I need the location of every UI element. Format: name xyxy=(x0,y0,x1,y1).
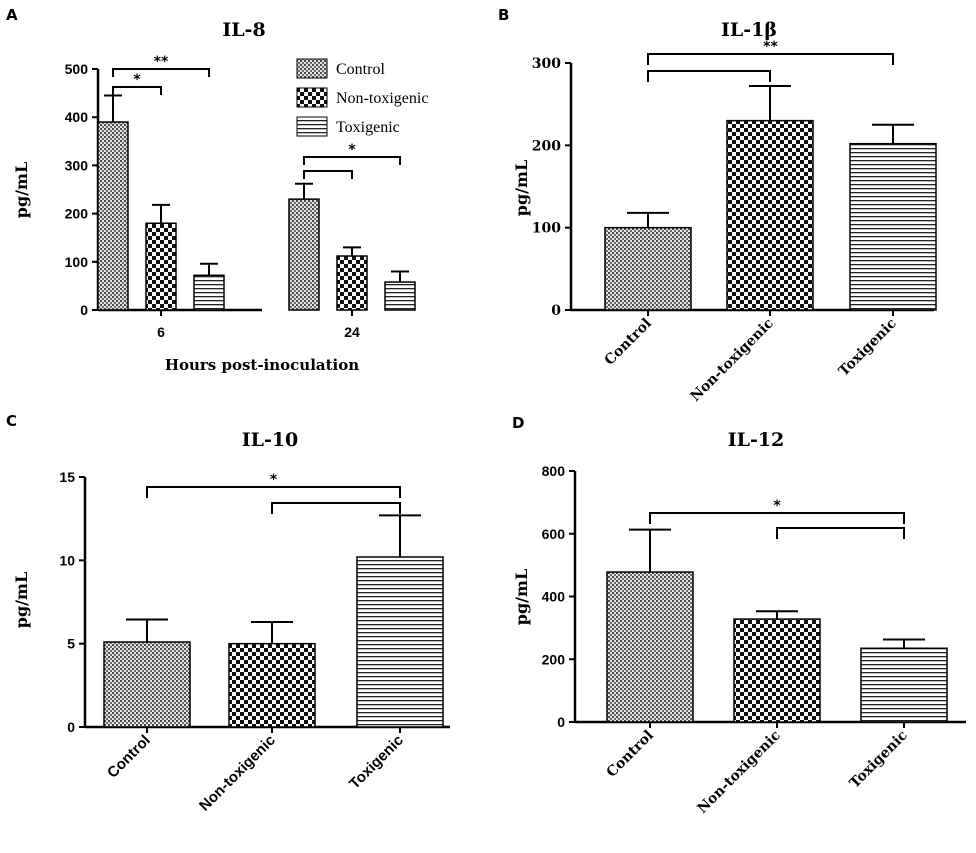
x-tick-label-a-6: 6 xyxy=(157,324,165,340)
legend-swatch-control xyxy=(296,58,328,79)
legend-label-toxigenic: Toxigenic xyxy=(336,119,400,136)
y-tick-label-a-300: 300 xyxy=(65,157,89,173)
y-tick-label-d-800: 800 xyxy=(542,463,566,479)
bar-c-toxigenic xyxy=(356,556,444,728)
x-tick-label-b-non-toxigenic: Non-toxigenic xyxy=(688,316,777,405)
chart-title-a: IL-8 xyxy=(222,19,265,41)
chart-d-marks: 0 200 400 600 800 Control Non-toxigenic Toxigen… xyxy=(542,463,966,817)
chart-c-marks: 0 5 10 15 Control Non-toxigenic Toxigenic * xyxy=(59,469,450,815)
panel-label-a: A xyxy=(6,6,18,24)
x-tick-label-c-non-toxigenic: Non-toxigenic xyxy=(196,732,279,815)
y-axis-label-b: pg/mL xyxy=(512,160,531,216)
significance-bracket-a-2 xyxy=(303,170,353,179)
y-tick-label-a-200: 200 xyxy=(65,206,89,222)
chart-title-d: IL-12 xyxy=(728,429,785,451)
y-tick-label-d-200: 200 xyxy=(542,651,566,667)
bar-a-6-control xyxy=(97,121,129,311)
bar-b-non-toxigenic xyxy=(726,119,814,311)
legend-label-nontoxigenic: Non-toxigenic xyxy=(336,90,428,107)
bar-b-control xyxy=(604,226,692,311)
significance-bracket-c-0 xyxy=(146,486,401,498)
bar-d-control xyxy=(606,571,694,723)
y-tick-label-a-500: 500 xyxy=(65,61,89,77)
bar-a-24-control xyxy=(288,198,320,311)
y-tick-label-d-400: 400 xyxy=(542,589,566,605)
bar-a-6-non-toxigenic xyxy=(145,222,177,311)
y-axis-label-d: pg/mL xyxy=(512,569,531,625)
significance-label-d-0: * xyxy=(773,498,781,514)
y-tick-label-d-0: 0 xyxy=(557,714,565,730)
significance-bracket-b-1 xyxy=(647,53,894,65)
x-tick-label-a-24: 24 xyxy=(344,324,360,340)
panel-label-c: C xyxy=(6,412,17,430)
significance-bracket-d-1 xyxy=(776,527,905,539)
significance-label-b-1: ** xyxy=(763,39,778,55)
chart-title-b: IL-1β xyxy=(721,19,777,41)
panel-label-d: D xyxy=(512,414,524,432)
y-axis-label-c: pg/mL xyxy=(12,572,31,628)
x-tick-label-d-toxigenic: Toxigenic xyxy=(847,728,911,792)
significance-label-a-3: * xyxy=(348,142,356,158)
y-tick-label-c-15: 15 xyxy=(59,469,75,485)
y-tick-label-d-600: 600 xyxy=(542,526,566,542)
y-tick-label-b-200: 200 xyxy=(532,138,561,154)
x-tick-label-c-control: Control xyxy=(104,732,154,782)
x-tick-label-d-non-toxigenic: Non-toxigenic xyxy=(695,728,784,817)
bar-c-control xyxy=(103,641,191,728)
significance-bracket-a-0 xyxy=(112,86,162,95)
significance-bracket-b-0 xyxy=(647,70,771,82)
chart-b-marks: 0 100 200 300 Control Non-toxigenic Toxigenic *… xyxy=(532,39,937,405)
legend-swatch-toxigenic xyxy=(296,116,328,137)
y-tick-label-b-0: 0 xyxy=(551,303,561,319)
y-axis-label-a: pg/mL xyxy=(12,162,31,218)
bar-a-24-toxigenic xyxy=(384,281,416,311)
y-tick-label-c-5: 5 xyxy=(67,636,75,652)
y-tick-label-b-300: 300 xyxy=(532,56,561,72)
y-tick-label-a-0: 0 xyxy=(80,302,88,318)
bar-b-toxigenic xyxy=(849,142,937,311)
y-tick-label-b-100: 100 xyxy=(532,221,561,237)
panel-label-b: B xyxy=(498,6,509,24)
x-tick-label-d-control: Control xyxy=(604,728,657,781)
bar-a-6-toxigenic xyxy=(193,274,225,311)
significance-label-c-0: * xyxy=(270,472,278,488)
legend-swatch-nontoxigenic xyxy=(296,87,328,108)
significance-label-a-0: * xyxy=(133,72,141,88)
y-tick-label-c-10: 10 xyxy=(59,552,75,568)
bar-d-toxigenic xyxy=(860,647,948,723)
legend: Control Non-toxigenic Toxigenic xyxy=(296,58,428,137)
y-tick-label-c-0: 0 xyxy=(67,719,75,735)
significance-bracket-d-0 xyxy=(649,512,905,524)
significance-bracket-a-3 xyxy=(303,156,401,165)
chart-title-c: IL-10 xyxy=(242,429,299,451)
legend-label-control: Control xyxy=(336,61,385,78)
bar-c-non-toxigenic xyxy=(228,642,316,728)
significance-bracket-a-1 xyxy=(112,68,210,77)
significance-label-a-1: ** xyxy=(154,54,169,70)
significance-bracket-c-1 xyxy=(271,502,401,514)
x-tick-label-c-toxigenic: Toxigenic xyxy=(346,732,407,793)
x-tick-label-b-toxigenic: Toxigenic xyxy=(836,316,900,380)
bar-d-non-toxigenic xyxy=(733,618,821,723)
y-tick-label-a-100: 100 xyxy=(65,254,89,270)
x-axis-label-a: Hours post-inoculation xyxy=(165,356,359,374)
y-tick-label-a-400: 400 xyxy=(65,109,89,125)
x-tick-label-b-control: Control xyxy=(602,316,655,369)
bar-a-24-non-toxigenic xyxy=(336,255,368,311)
